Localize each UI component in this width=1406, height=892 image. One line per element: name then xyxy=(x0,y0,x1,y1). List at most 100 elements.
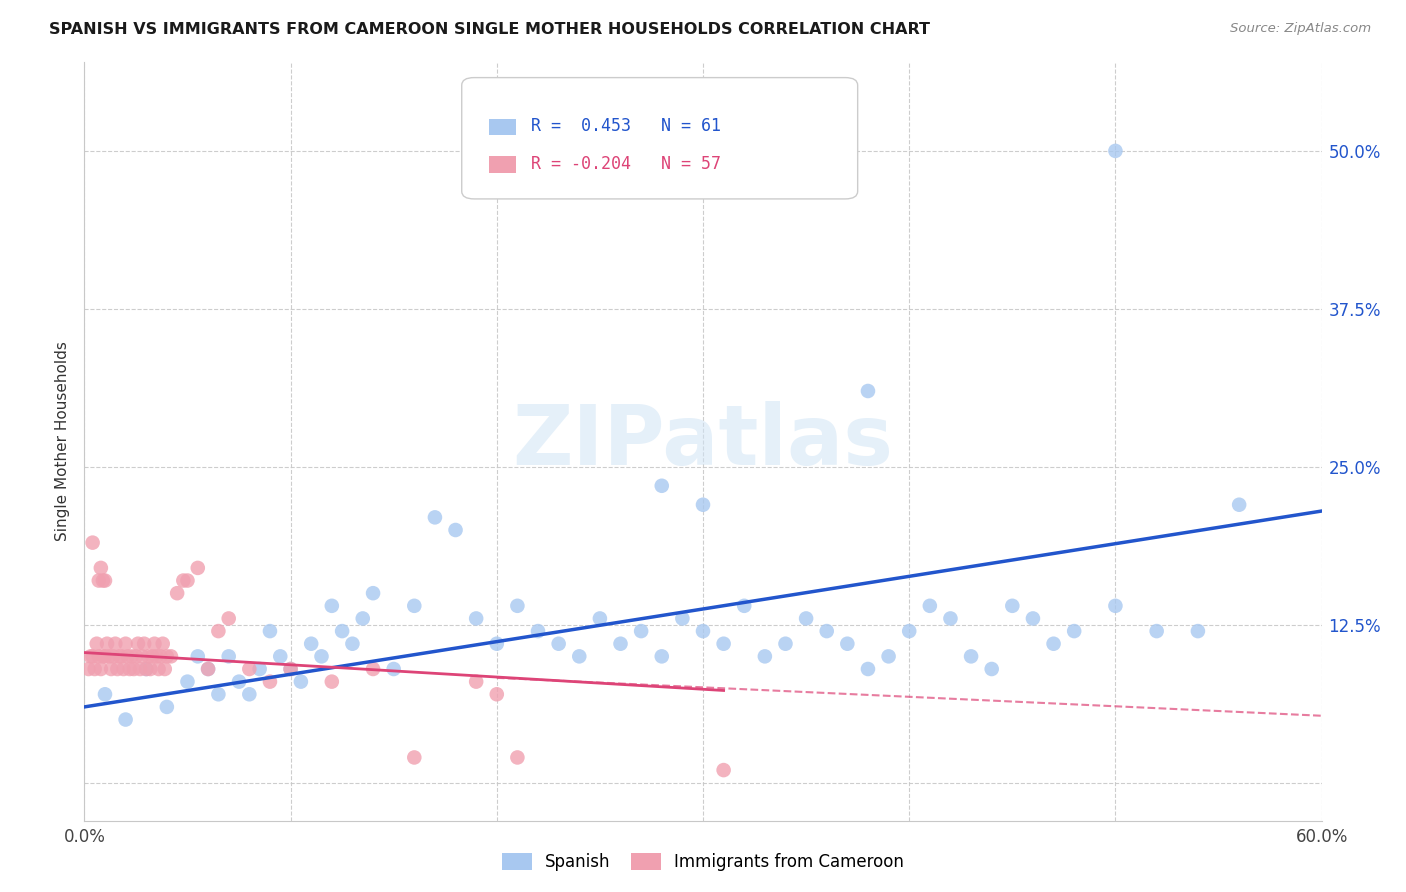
Text: R =  0.453   N = 61: R = 0.453 N = 61 xyxy=(531,117,721,135)
Point xyxy=(1022,611,1045,625)
Point xyxy=(207,687,229,701)
Point xyxy=(918,599,941,613)
Point xyxy=(980,662,1002,676)
Point xyxy=(609,637,631,651)
Point xyxy=(651,649,673,664)
Point xyxy=(1063,624,1085,639)
Point xyxy=(160,649,183,664)
Point xyxy=(290,674,312,689)
Point xyxy=(136,649,159,664)
Point xyxy=(176,574,198,588)
Point xyxy=(228,674,250,689)
Point xyxy=(105,662,128,676)
Point xyxy=(238,687,260,701)
Point xyxy=(269,649,291,664)
Point xyxy=(148,662,170,676)
Point xyxy=(197,662,219,676)
Point xyxy=(87,649,110,664)
Point xyxy=(187,649,209,664)
Point xyxy=(713,763,735,777)
Point xyxy=(156,649,179,664)
Point xyxy=(651,479,673,493)
Point xyxy=(1001,599,1024,613)
Point xyxy=(321,674,343,689)
Point xyxy=(90,662,112,676)
Point xyxy=(135,662,157,676)
Point xyxy=(259,674,281,689)
Point xyxy=(110,649,132,664)
Point xyxy=(149,649,172,664)
Text: R = -0.204   N = 57: R = -0.204 N = 57 xyxy=(531,155,721,173)
Point xyxy=(91,649,114,664)
Point xyxy=(311,649,333,664)
Point xyxy=(122,662,145,676)
Y-axis label: Single Mother Households: Single Mother Households xyxy=(55,342,70,541)
Point xyxy=(139,662,162,676)
Point xyxy=(197,662,219,676)
Point xyxy=(321,599,343,613)
Point xyxy=(1104,144,1126,158)
Point xyxy=(259,624,281,639)
Point xyxy=(506,750,529,764)
Point xyxy=(207,624,229,639)
Point xyxy=(112,662,135,676)
Point xyxy=(82,535,104,549)
Point xyxy=(166,586,188,600)
Point xyxy=(90,561,112,575)
Point xyxy=(960,649,983,664)
FancyBboxPatch shape xyxy=(489,119,516,136)
Point xyxy=(1227,498,1250,512)
Point xyxy=(96,637,118,651)
Point xyxy=(856,662,879,676)
Point xyxy=(280,662,302,676)
Point xyxy=(465,674,488,689)
Point xyxy=(692,498,714,512)
Point xyxy=(299,637,322,651)
Point xyxy=(98,649,121,664)
Point xyxy=(589,611,612,625)
Point xyxy=(176,674,198,689)
Point xyxy=(527,624,550,639)
Point xyxy=(86,637,108,651)
Point xyxy=(568,649,591,664)
Point xyxy=(172,574,194,588)
Point xyxy=(1146,624,1168,639)
Point xyxy=(1104,599,1126,613)
Point xyxy=(444,523,467,537)
Point xyxy=(754,649,776,664)
Point xyxy=(485,637,508,651)
Point xyxy=(877,649,900,664)
Text: ZIPatlas: ZIPatlas xyxy=(513,401,893,482)
Point xyxy=(218,649,240,664)
Point xyxy=(143,637,166,651)
Point xyxy=(361,586,384,600)
Point xyxy=(77,662,100,676)
Point xyxy=(118,662,141,676)
Point xyxy=(100,662,122,676)
Point xyxy=(187,561,209,575)
Point xyxy=(94,574,117,588)
Point xyxy=(79,649,101,664)
Point xyxy=(939,611,962,625)
Point xyxy=(82,649,104,664)
Point xyxy=(238,662,260,676)
Text: Source: ZipAtlas.com: Source: ZipAtlas.com xyxy=(1230,22,1371,36)
Point xyxy=(127,637,149,651)
Point xyxy=(108,649,131,664)
Point xyxy=(465,611,488,625)
Point xyxy=(91,574,114,588)
Point xyxy=(104,637,127,651)
Point xyxy=(114,637,136,651)
Point xyxy=(330,624,353,639)
Point xyxy=(125,649,148,664)
FancyBboxPatch shape xyxy=(461,78,858,199)
Point xyxy=(153,662,176,676)
Point xyxy=(815,624,838,639)
Point xyxy=(671,611,693,625)
Point xyxy=(156,699,179,714)
Point xyxy=(423,510,446,524)
Point xyxy=(94,687,117,701)
Point xyxy=(837,637,859,651)
Point xyxy=(404,599,426,613)
Point xyxy=(135,662,157,676)
